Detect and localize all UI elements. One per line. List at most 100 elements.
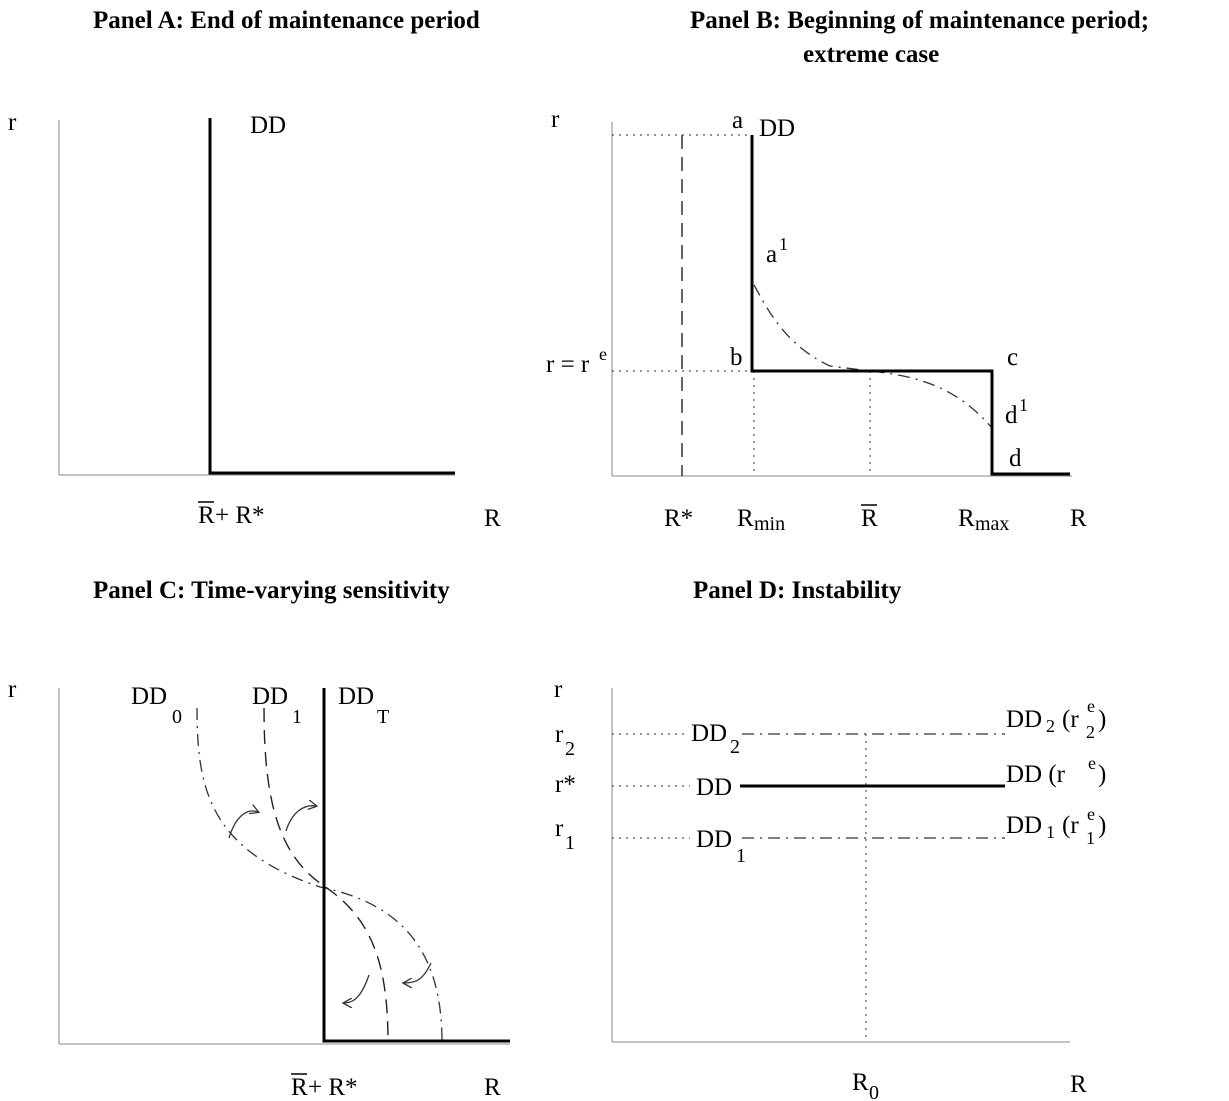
- panel-d-dd2-left-text: DD: [691, 720, 727, 747]
- panel-b-x-tick-rstar: R*: [664, 505, 693, 532]
- panel-b-dd-label: DD: [759, 115, 795, 142]
- panel-c-rbar-label: R: [291, 1074, 308, 1101]
- panel-a-dd-label: DD: [250, 112, 286, 139]
- panel-b-dd-curve: [750, 135, 1070, 476]
- panel-c-x-tick-rbar-plus-rstar: R + R*: [291, 1073, 358, 1101]
- panel-d-dd1-right-paren: (r: [1062, 812, 1079, 839]
- panel-b-point-c: c: [1007, 344, 1018, 371]
- panel-c: Panel C: Time-varying sensitivity r DD 0…: [8, 577, 510, 1101]
- panel-a-plus-rstar-label: + R*: [215, 502, 265, 529]
- panel-c-dd0-text: DD: [131, 683, 167, 710]
- panel-c-dd1-label: DD 1: [252, 683, 302, 728]
- panel-d-x-axis-label: R: [1070, 1071, 1087, 1098]
- panel-c-dd0-curve: [196, 707, 443, 1043]
- panel-c-x-axis-label: R: [484, 1074, 501, 1101]
- panel-b-rate-label: r = r e: [546, 344, 607, 378]
- panel-a-title: Panel A: End of maintenance period: [93, 7, 480, 34]
- panel-b-rate-r: r = r: [546, 351, 590, 378]
- panel-d-r1-r: r: [555, 815, 564, 842]
- panel-d-dd1-right-sub: 1: [1046, 822, 1055, 842]
- panel-d-y-tick-r1: r 1: [555, 815, 575, 854]
- panel-a-y-axis-label: r: [8, 109, 17, 136]
- panel-c-ddT-sub: T: [377, 706, 389, 728]
- panel-d-dd2-left-sub: 2: [730, 736, 740, 758]
- panel-b-x-tick-rmin: R min: [737, 505, 785, 535]
- panel-b-rbar-r: R: [861, 505, 878, 532]
- panel-d-dd-left-label: DD: [696, 774, 732, 801]
- panel-d-dd1-left-label: DD 1: [696, 826, 746, 867]
- panel-b-point-a1-sup: 1: [779, 234, 788, 254]
- panel-b-point-a1: a: [766, 241, 777, 268]
- panel-c-dd1-curve: [263, 707, 389, 1043]
- panel-b-point-d: d: [1009, 445, 1022, 472]
- panel-a-x-tick-rbar-plus-rstar: R + R*: [198, 501, 265, 529]
- panel-b-title-line2: extreme case: [803, 41, 939, 68]
- panel-d-dd2-right-paren: (r: [1062, 706, 1079, 733]
- panel-d-title: Panel D: Instability: [693, 577, 902, 604]
- panel-d-dd1-right-label: DD 1 (r e 1 ): [1006, 804, 1106, 848]
- panel-d-r1-sub: 1: [565, 832, 575, 854]
- panel-a-rbar-label: R: [198, 502, 215, 529]
- panel-c-dd0-sub: 0: [172, 706, 182, 728]
- panel-b-rmax-r: R: [958, 505, 975, 532]
- panel-d-dd1-right-sup: e: [1087, 804, 1095, 824]
- panel-d-dd1-left-text: DD: [696, 826, 732, 853]
- panel-d-r2-sub: 2: [565, 738, 575, 760]
- panel-b-point-b: b: [730, 344, 743, 371]
- panel-d-dd1-right-sub2: 1: [1086, 828, 1095, 848]
- panel-b-smooth-dd-curve: [753, 284, 993, 429]
- panel-c-arrow-upper-right: [285, 806, 316, 832]
- panel-b-point-a: a: [732, 107, 743, 134]
- panel-c-arrow-lower-left: [344, 974, 370, 1003]
- panel-b-rmin-r: R: [737, 505, 754, 532]
- panel-d-y-axis-label: r: [554, 676, 563, 703]
- panel-b-x-tick-rmax: R max: [958, 505, 1009, 535]
- panel-c-title: Panel C: Time-varying sensitivity: [93, 577, 450, 604]
- panel-d-x-tick-r0: R 0: [852, 1069, 879, 1101]
- panel-d-dd2-right-sup: e: [1087, 696, 1095, 716]
- panel-d-dd-right-text: DD (r: [1006, 761, 1066, 788]
- panel-c-ddT-label: DD T: [338, 683, 389, 728]
- panel-c-dd1-text: DD: [252, 683, 288, 710]
- panel-d-y-tick-r2: r 2: [555, 721, 575, 760]
- panel-d-dd2-right-close: ): [1098, 706, 1106, 733]
- panel-d-dd-right-close: ): [1098, 761, 1106, 788]
- panel-c-ddT-text: DD: [338, 683, 374, 710]
- panel-d-dd-right-label: DD (r e ): [1006, 753, 1106, 788]
- panel-d-r2-r: r: [555, 721, 564, 748]
- panel-b: Panel B: Beginning of maintenance period…: [546, 7, 1149, 535]
- panel-a: Panel A: End of maintenance period r DD …: [8, 7, 501, 532]
- panel-c-dd1-sub: 1: [292, 706, 302, 728]
- panel-b-rate-e-sup: e: [599, 344, 607, 364]
- panel-d: Panel D: Instability r r 2 r* r 1 DD 2 D…: [554, 577, 1106, 1101]
- panel-c-ddT-curve: [322, 688, 510, 1043]
- panel-d-dd2-right-sub2: 2: [1086, 722, 1095, 742]
- panel-c-arrow-upper-left: [228, 811, 258, 839]
- panel-b-rmin-sub: min: [754, 513, 785, 535]
- panel-d-dd-right-sup: e: [1088, 753, 1096, 773]
- panel-c-y-axis-label: r: [8, 676, 17, 703]
- panel-b-title-line1: Panel B: Beginning of maintenance period…: [690, 7, 1149, 34]
- panel-c-dd0-label: DD 0: [131, 683, 182, 728]
- panel-d-dd2-right-label: DD 2 (r e 2 ): [1006, 696, 1106, 742]
- panel-d-dd2-left-label: DD 2: [691, 720, 740, 758]
- panel-d-dd2-right-sub: 2: [1046, 716, 1055, 736]
- panel-d-r0-sub: 0: [869, 1082, 879, 1101]
- panel-c-plus-rstar-label: + R*: [308, 1074, 358, 1101]
- panel-a-x-axis-label: R: [484, 505, 501, 532]
- panel-b-rmax-sub: max: [975, 513, 1009, 535]
- panel-d-dd2-right-text: DD: [1006, 706, 1042, 733]
- panel-b-point-d1: d: [1005, 402, 1018, 429]
- panel-d-r0-r: R: [852, 1069, 869, 1096]
- panel-a-dd-curve: [208, 118, 455, 475]
- panel-c-arrow-lower-right: [404, 962, 432, 983]
- panel-b-x-axis-label: R: [1070, 505, 1087, 532]
- panel-d-y-tick-rstar: r*: [555, 771, 576, 798]
- panel-b-y-axis-label: r: [551, 106, 560, 133]
- panel-b-x-tick-rbar: R: [861, 504, 878, 532]
- panel-b-point-d1-sup: 1: [1019, 395, 1028, 415]
- panel-d-dd1-left-sub: 1: [736, 845, 746, 867]
- panel-d-dd1-right-text: DD: [1006, 812, 1042, 839]
- panel-d-dd1-right-close: ): [1098, 812, 1106, 839]
